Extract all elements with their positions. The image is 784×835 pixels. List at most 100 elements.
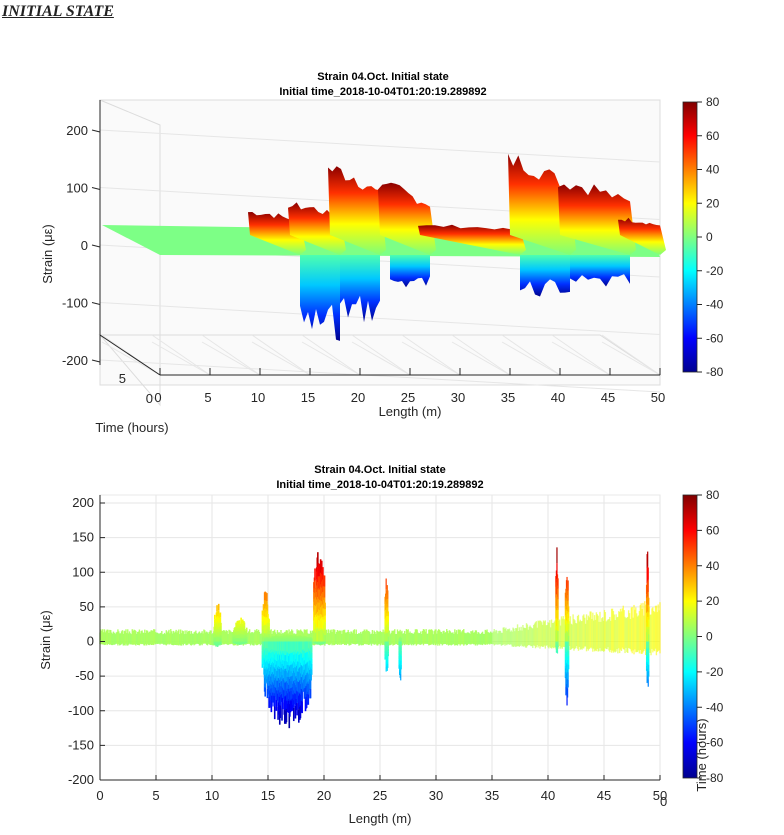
chart2-cb-tick-label: 60 [706, 523, 720, 537]
chart1-xlabel: Length (m) [379, 404, 442, 419]
chart1-subtitle: Initial time_2018-10-04T01:20:19.289892 [279, 86, 486, 98]
chart1-ztick [91, 244, 101, 248]
chart1-cb-tick-label: -20 [706, 264, 724, 278]
chart2-xtick-label: 45 [597, 788, 611, 803]
chart1-ztick-label: -100 [62, 296, 88, 311]
chart1-xgrid-depth [401, 341, 461, 376]
chart1-xgrid-line [301, 334, 361, 376]
chart1-xtick-label: 20 [351, 390, 365, 405]
chart2-data [99, 547, 661, 729]
page-heading: INITIAL STATE [2, 3, 114, 20]
chart1-cb-tick-label: -60 [706, 331, 724, 345]
chart1-xgrid-line [551, 334, 611, 376]
chart1-xgrid-line [251, 334, 311, 376]
chart1-ytick-label: 0 [146, 391, 153, 406]
chart1-surface-peak [508, 153, 576, 255]
chart2-ytick-label: -200 [68, 772, 94, 787]
chart1-ztick [91, 302, 101, 305]
chart1-surface-trough [570, 255, 630, 287]
chart1-xtick-label: 5 [204, 390, 211, 405]
chart2-ytick-label: 50 [80, 599, 94, 614]
chart1-title: Strain 04.Oct. Initial state [317, 71, 448, 83]
chart1-xtick-label: 45 [601, 390, 615, 405]
chart1-surface-peak [558, 184, 636, 255]
chart1-xgrid-line [201, 334, 261, 376]
chart1-axes: 200 100 0 -100 -200 0 5 10 15 20 25 30 35 40 45 50 0 5 [62, 100, 665, 406]
chart1-xtick-label: 30 [451, 390, 465, 405]
chart1-xgrid-line [151, 334, 211, 376]
chart1-xgrid-depth [251, 341, 311, 376]
chart1-ztick-label: -200 [62, 353, 88, 368]
chart2-ytick-label: -50 [75, 668, 94, 683]
chart1-xtick-label: 10 [251, 390, 265, 405]
chart1-surface-trough [300, 255, 340, 341]
chart1-colorbar-ticks: 80 60 40 20 0 -20 -40 -60 -80 [697, 95, 724, 379]
chart1-yaxis [99, 334, 161, 376]
chart2-xtick-label: 20 [317, 788, 331, 803]
chart1-ztick [91, 187, 101, 190]
chart1-surface-peak [328, 166, 386, 255]
chart1-cb-tick-label: -40 [706, 298, 724, 312]
strain-chart: Strain 04.Oct. Initial state Initial tim… [38, 464, 724, 826]
chart1-xgrid-depth [551, 341, 611, 376]
chart1-ztick [91, 359, 101, 363]
chart1-surface-peak [418, 224, 526, 255]
chart1-zgrid-line [99, 129, 661, 163]
chart1-surface-trough [390, 255, 430, 288]
chart2-xtick-label: 25 [373, 788, 387, 803]
chart2-xtick-label: 35 [485, 788, 499, 803]
chart1-ztick [91, 129, 101, 133]
chart2-cb-tick-label: 0 [706, 630, 713, 644]
chart2-cb-tick-label: -20 [706, 665, 724, 679]
chart2-xtick-label: 10 [205, 788, 219, 803]
chart1-surface-trough [340, 255, 380, 323]
chart1-zlabel: Strain (με) [40, 224, 55, 284]
chart1-xgrid-depth [451, 341, 511, 376]
chart1-ztick-label: 100 [66, 181, 88, 196]
chart1-xgrid-depth [201, 341, 261, 376]
chart2-cb-tick-label: 40 [706, 559, 720, 573]
chart2-cb-tick-label: -80 [706, 771, 724, 785]
chart2-cb-tick-label: 80 [706, 488, 720, 502]
chart1-surface-trough [520, 255, 570, 297]
chart2-xtick-label: 40 [541, 788, 555, 803]
chart1-xgrid-line [501, 334, 561, 376]
chart1-xgrid-depth [301, 341, 361, 376]
chart1-cb-tick-label: 60 [706, 129, 720, 143]
chart2-xtick-label: 5 [152, 788, 159, 803]
chart1-cb-tick-label: 0 [706, 230, 713, 244]
chart1-cb-tick-label: 80 [706, 95, 720, 109]
chart1-zgrid-line [99, 302, 661, 335]
chart1-xtick-label: 15 [301, 390, 315, 405]
chart1-surface-peak [378, 182, 436, 255]
chart2-ytick-label: -150 [68, 737, 94, 752]
chart2-ytick-label: 0 [87, 634, 94, 649]
chart1-xtick-label: 50 [651, 390, 665, 405]
chart1-xgrid-line [401, 334, 461, 376]
chart1-ztick-label: 200 [66, 123, 88, 138]
chart2-ytick-label: 150 [72, 530, 94, 545]
chart1-cb-tick-label: -80 [706, 365, 724, 379]
chart1-xgrid-line [351, 334, 411, 376]
chart1-surface-peak [618, 217, 666, 255]
chart2-cb-tick-label: -60 [706, 736, 724, 750]
chart2-colorbar-zero: 0 [660, 794, 667, 809]
chart1-surface [102, 153, 666, 341]
chart1-xgrid-depth [101, 341, 161, 376]
chart1-xtick-label: 25 [401, 390, 415, 405]
chart2-subtitle: Initial time_2018-10-04T01:20:19.289892 [276, 479, 483, 491]
chart2-xtick-label: 15 [261, 788, 275, 803]
chart2-ytick-label: 200 [72, 495, 94, 510]
chart1-xgrid-depth [601, 341, 661, 376]
chart2-xtick-label: 30 [429, 788, 443, 803]
chart2-title: Strain 04.Oct. Initial state [314, 464, 445, 476]
chart2-cb-tick-label: -40 [706, 700, 724, 714]
chart1-colorbar [682, 101, 698, 373]
chart2-colorbar-label: Time (hours) [694, 718, 709, 791]
chart1-ztick-label: 0 [81, 238, 88, 253]
chart1-xtick-label: 35 [501, 390, 515, 405]
chart2-ytick-label: -100 [68, 703, 94, 718]
chart1-xtick-label: 40 [551, 390, 565, 405]
chart1-xgrid-depth [151, 341, 211, 376]
